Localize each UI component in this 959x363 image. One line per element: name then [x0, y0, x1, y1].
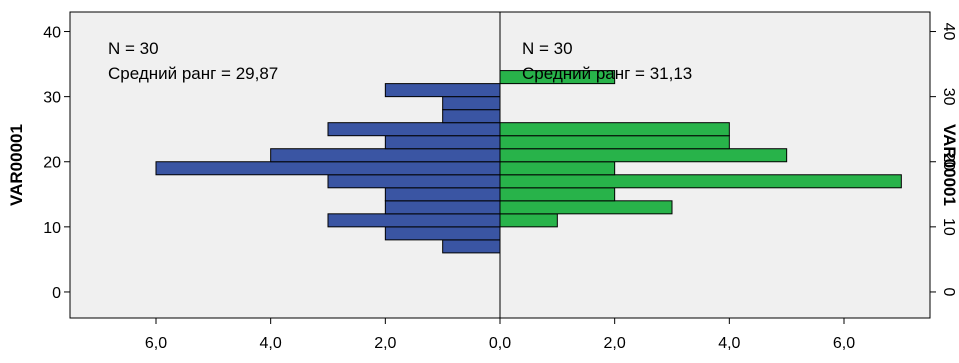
left-y-tick-label: 0 — [52, 285, 61, 302]
left-bar-7 — [270, 148, 501, 163]
right-bar-5 — [499, 148, 788, 163]
right-y-tick-label: 20 — [940, 153, 957, 171]
right-bar-6 — [499, 135, 730, 150]
x-tick-label: 0,0 — [489, 335, 511, 352]
left-bar-4 — [384, 187, 501, 202]
left-bar-3 — [384, 200, 501, 215]
right-y-tick-label: 30 — [940, 88, 957, 106]
right-annotation-mean-rank: Средний ранг = 31,13 — [522, 64, 692, 83]
left-bar-8 — [384, 135, 501, 150]
right-y-tick-label: 0 — [940, 288, 957, 297]
left-y-tick-label: 20 — [43, 155, 61, 172]
left-y-tick-label: 10 — [43, 220, 61, 237]
right-bar-7 — [499, 122, 730, 137]
right-y-axis-ticks: 0 10 20 30 40 — [930, 23, 957, 297]
right-y-tick-label: 10 — [940, 218, 957, 236]
x-tick-label: 6,0 — [145, 335, 167, 352]
left-y-tick-label: 30 — [43, 90, 61, 107]
left-y-tick-label: 40 — [43, 25, 61, 42]
x-tick-label: 2,0 — [604, 335, 626, 352]
x-axis-ticks: 6,0 4,0 2,0 0,0 2,0 4,0 6,0 — [145, 318, 855, 352]
right-bar-1 — [499, 200, 673, 215]
left-bar-0 — [442, 239, 501, 254]
right-bar-4 — [499, 161, 616, 176]
left-bar-12 — [384, 83, 501, 98]
x-tick-label: 6,0 — [833, 335, 855, 352]
left-bar-10 — [442, 109, 501, 124]
right-annotation-n: N = 30 — [522, 39, 573, 58]
left-bar-1 — [384, 226, 501, 241]
left-bar-2 — [327, 213, 501, 228]
left-y-axis-label: VAR00001 — [7, 124, 26, 206]
x-tick-label: 2,0 — [374, 335, 396, 352]
right-bar-3 — [499, 174, 902, 189]
right-y-axis-label: VAR00001 — [940, 124, 959, 206]
left-bar-6 — [155, 161, 501, 176]
left-annotation-mean-rank: Средний ранг = 29,87 — [108, 64, 278, 83]
left-bar-9 — [327, 122, 501, 137]
x-tick-label: 4,0 — [718, 335, 740, 352]
right-bar-2 — [499, 187, 616, 202]
right-bar-0 — [499, 213, 558, 228]
left-bar-5 — [327, 174, 501, 189]
x-tick-label: 4,0 — [260, 335, 282, 352]
left-annotation-n: N = 30 — [108, 39, 159, 58]
right-y-tick-label: 40 — [940, 23, 957, 41]
left-y-axis-ticks: 0 10 20 30 40 — [43, 25, 70, 302]
left-bar-11 — [442, 96, 501, 111]
